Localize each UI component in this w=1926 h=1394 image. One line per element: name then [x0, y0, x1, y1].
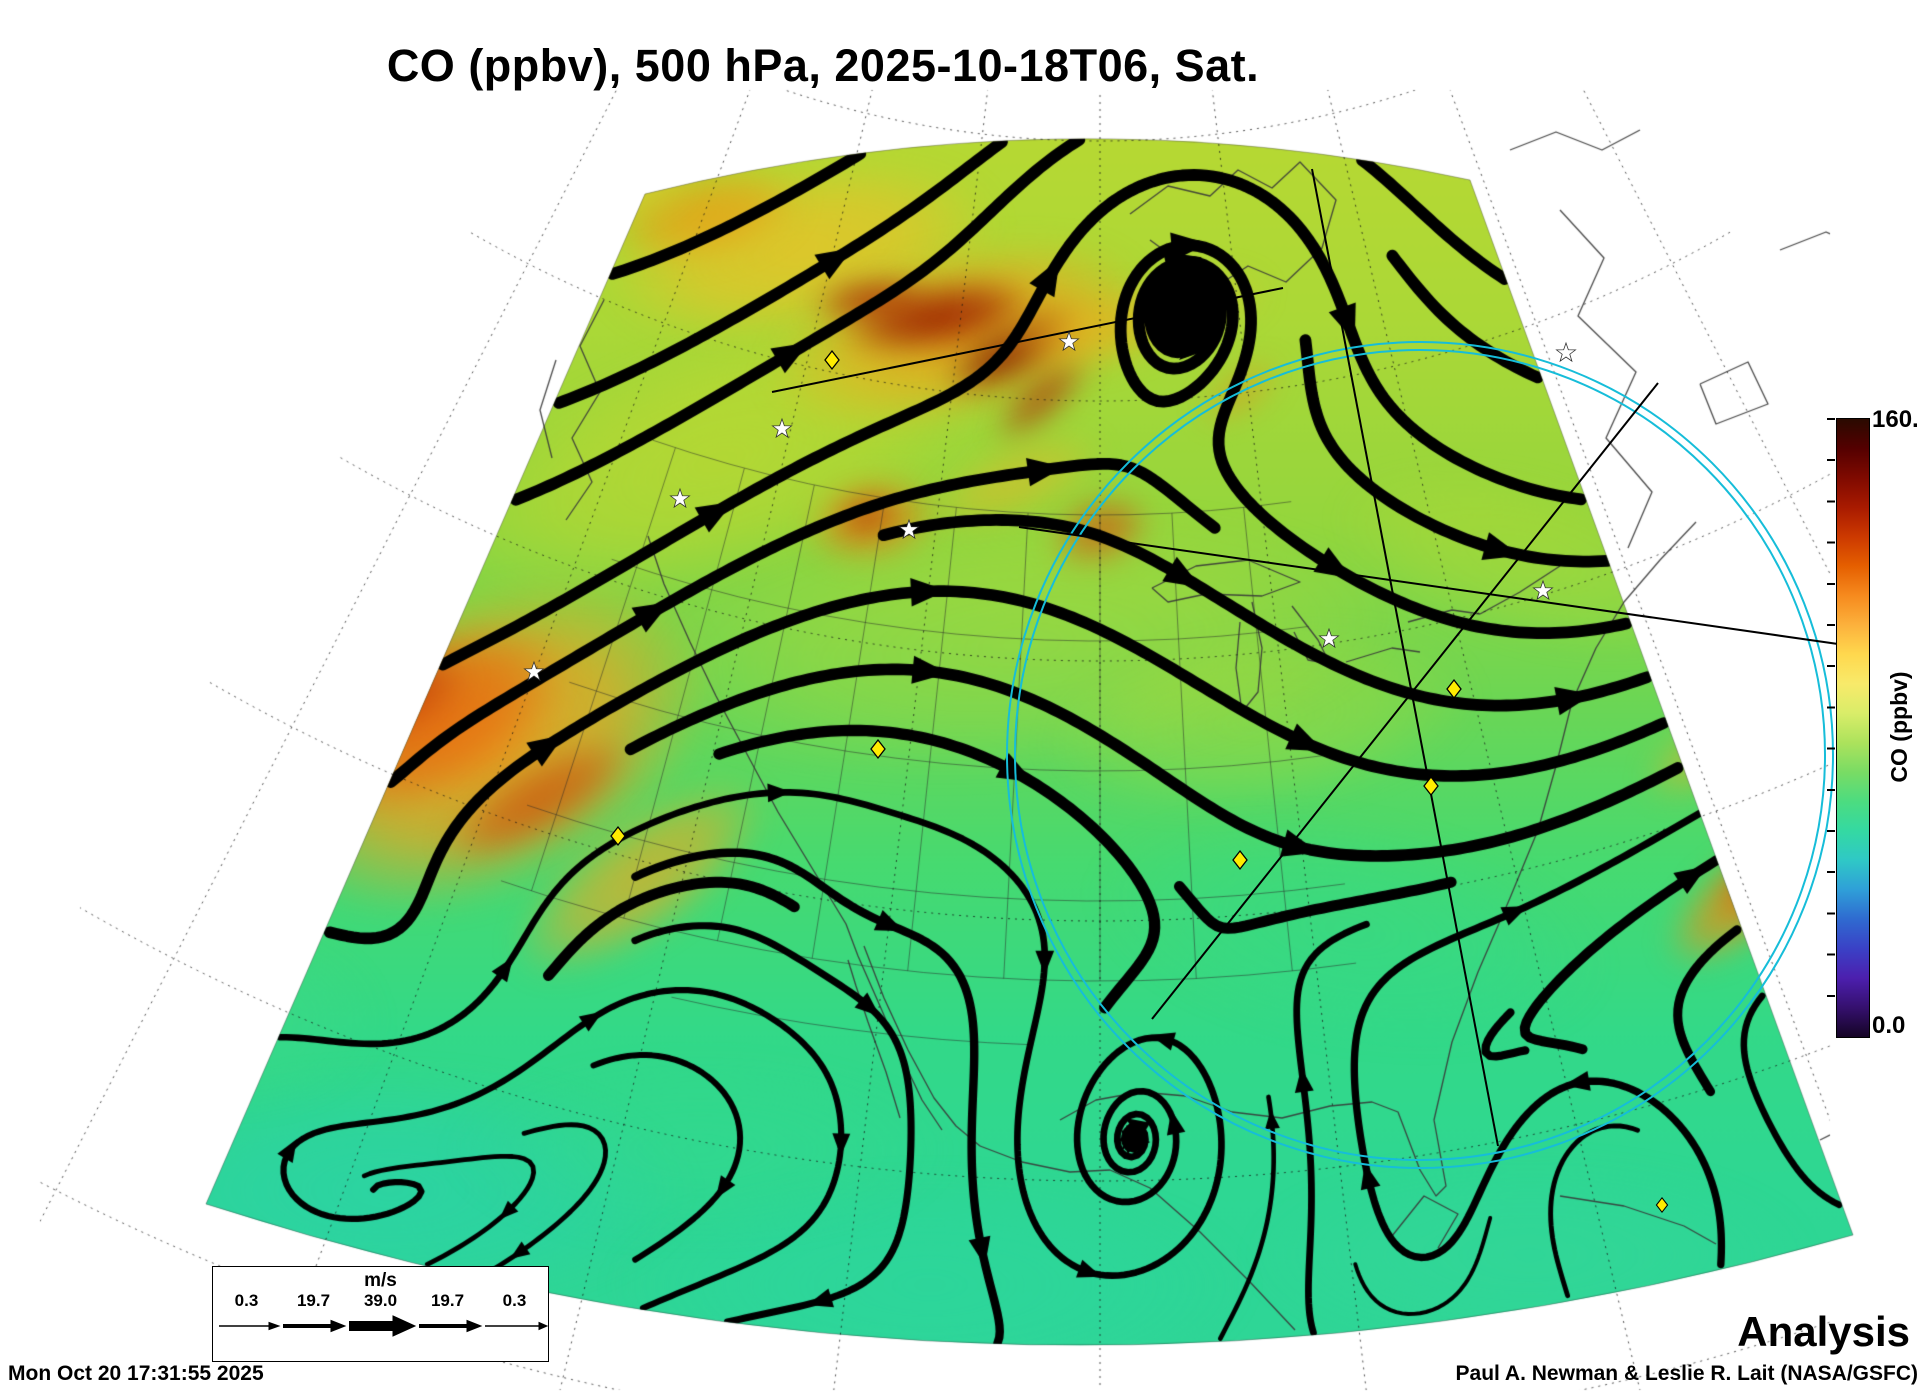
wind-legend-tick: 19.7 — [296, 1291, 331, 1310]
colorbar-max-label: 160. — [1872, 406, 1919, 433]
analysis-label: Analysis — [1737, 1308, 1910, 1355]
wind-speed-legend: m/s 0.3 19.7 39.0 19.7 0.3 — [212, 1266, 549, 1362]
wind-speed-arrows-icon — [219, 1315, 549, 1337]
colorbar-min-label: 0.0 — [1872, 1012, 1906, 1039]
colorbar-gradient — [1836, 418, 1870, 1038]
wind-legend-tick: 39.0 — [363, 1291, 398, 1310]
wind-legend-tick: 19.7 — [430, 1291, 465, 1310]
plot-title: CO (ppbv), 500 hPa, 2025-10-18T06, Sat. — [386, 40, 1260, 91]
wind-legend-tick: 0.3 — [502, 1291, 527, 1310]
credit-line: Paul A. Newman & Leslie R. Lait (NASA/GS… — [1455, 1362, 1918, 1385]
creation-timestamp: Mon Oct 20 17:31:55 2025 — [8, 1362, 264, 1385]
wind-legend-units: m/s — [364, 1270, 397, 1291]
wind-legend-values: 0.3 19.7 39.0 19.7 0.3 — [213, 1291, 548, 1311]
wind-legend-tick: 0.3 — [234, 1291, 259, 1310]
colorbar-ticks — [1827, 418, 1835, 1036]
colorbar-axis-label: CO (ppbv) — [1886, 671, 1912, 783]
